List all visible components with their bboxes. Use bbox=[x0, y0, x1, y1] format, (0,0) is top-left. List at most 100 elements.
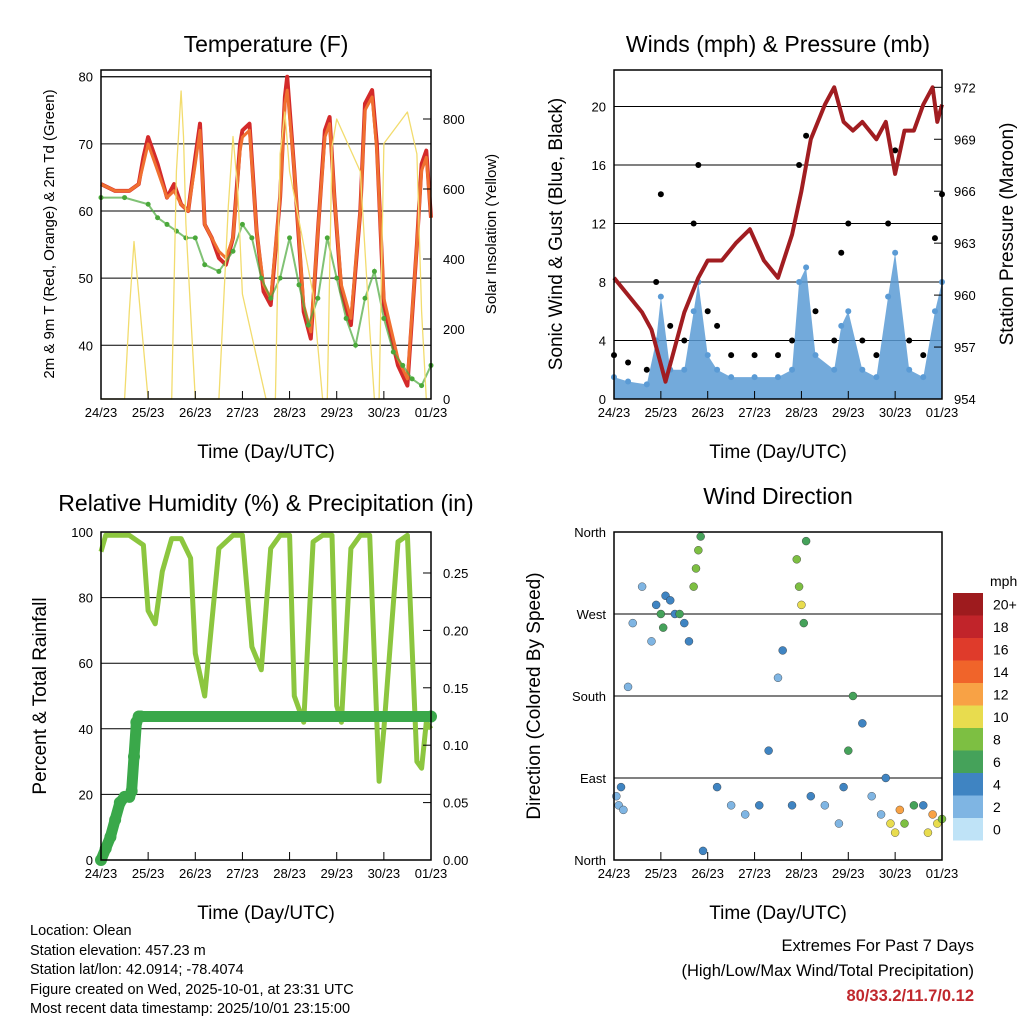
x-tick-label: 30/23 bbox=[368, 405, 401, 420]
wind-point bbox=[931, 308, 938, 315]
legend-swatch bbox=[953, 750, 983, 773]
rainfall-point bbox=[125, 785, 138, 798]
gust-point bbox=[885, 220, 892, 227]
direction-point bbox=[839, 782, 848, 792]
y-tick-label: 12 bbox=[592, 217, 606, 232]
direction-point bbox=[890, 828, 900, 837]
direction-point bbox=[787, 801, 797, 810]
direction-point bbox=[616, 782, 626, 792]
temperature-series bbox=[98, 74, 434, 400]
y-tick-label: 4 bbox=[599, 334, 606, 349]
legend-title: mph bbox=[990, 573, 1017, 589]
x-tick-label: 30/23 bbox=[368, 866, 401, 881]
y-tick-label: 60 bbox=[79, 656, 93, 671]
x-tick-label: 28/23 bbox=[785, 405, 818, 420]
direction-point bbox=[919, 801, 928, 810]
y-tick-label: 20 bbox=[79, 787, 93, 802]
gust-point bbox=[695, 162, 702, 169]
gust-point bbox=[751, 352, 758, 359]
y-right-tick-label: 600 bbox=[443, 182, 465, 197]
wind-point bbox=[812, 352, 819, 359]
x-tick-label: 30/23 bbox=[879, 866, 912, 881]
y-tick-label: 8 bbox=[599, 275, 606, 290]
rainfall-point bbox=[128, 750, 140, 763]
temperature-xlabel: Time (Day/UTC) bbox=[197, 442, 335, 463]
y-tick-label: 100 bbox=[71, 525, 93, 540]
9m-t-line bbox=[100, 88, 433, 381]
direction-point bbox=[666, 596, 675, 605]
direction-point bbox=[659, 623, 668, 632]
direction-point bbox=[797, 600, 806, 610]
direction-panel: Wind Direction 24/23 25/23 26/23 27/23 28/23… bbox=[524, 483, 1017, 924]
temperature-ticks: 24/23 25/23 26/23 27/23 28/23 29/23 30/23 01/23… bbox=[79, 70, 465, 420]
extremes-subtitle: (High/Low/Max Wind/Total Precipitation) bbox=[681, 962, 974, 980]
direction-point bbox=[923, 828, 933, 837]
direction-point bbox=[680, 618, 689, 628]
x-tick-label: 27/23 bbox=[738, 866, 771, 881]
y-right-tick-label: 0.15 bbox=[443, 681, 468, 696]
direction-point bbox=[909, 801, 919, 810]
gust-point bbox=[873, 352, 880, 359]
direction-point bbox=[895, 805, 905, 815]
rainfall-point bbox=[109, 813, 122, 826]
gust-point bbox=[681, 337, 688, 344]
gust-point bbox=[859, 337, 866, 344]
temperature-frame bbox=[100, 69, 432, 400]
temperature-ylabel-right: Solar Insolation (Yellow) bbox=[483, 154, 500, 314]
legend-swatch bbox=[953, 705, 983, 728]
temperature-ylabel: 2m & 9m T (Red, Orange) & 2m Td (Green) bbox=[41, 89, 58, 378]
extremes-title: Extremes For Past 7 Days bbox=[781, 937, 974, 955]
winds-ticks: 24/23 25/23 26/23 27/23 28/23 29/23 30/23 01/23… bbox=[592, 80, 976, 420]
gust-point bbox=[690, 220, 697, 227]
y-right-tick-label: 957 bbox=[954, 340, 976, 355]
x-tick-label: 25/23 bbox=[645, 866, 678, 881]
x-tick-label: 29/23 bbox=[320, 866, 353, 881]
y-right-tick-label: 0.05 bbox=[443, 796, 468, 811]
y-right-tick-label: 0.20 bbox=[443, 623, 468, 638]
legend-label: 2 bbox=[993, 799, 1001, 815]
wind-point bbox=[906, 366, 913, 373]
y-right-tick-label: 966 bbox=[954, 184, 976, 199]
humidity-series bbox=[95, 532, 437, 866]
winds-xlabel: Time (Day/UTC) bbox=[709, 442, 847, 463]
humidity-title: Relative Humidity (%) & Precipitation (i… bbox=[58, 490, 473, 516]
wind-point bbox=[796, 279, 803, 286]
legend-label: 8 bbox=[993, 731, 1001, 747]
direction-xlabel: Time (Day/UTC) bbox=[709, 903, 847, 924]
x-tick-label: 01/23 bbox=[926, 405, 959, 420]
gust-point bbox=[812, 308, 819, 315]
y-tick-label: 0 bbox=[599, 392, 606, 407]
legend-label: 20+ bbox=[993, 596, 1017, 612]
latlon-text: Station lat/lon: 42.0914; -78.4074 bbox=[30, 962, 244, 978]
y-right-tick-label: 400 bbox=[443, 252, 465, 267]
direction-point bbox=[623, 682, 633, 692]
wind-point bbox=[885, 293, 892, 300]
direction-point bbox=[694, 546, 703, 555]
legend-label: 10 bbox=[993, 709, 1009, 725]
wind-point bbox=[831, 366, 838, 373]
direction-point bbox=[794, 582, 804, 591]
x-tick-label: 24/23 bbox=[598, 866, 631, 881]
gust-point bbox=[803, 132, 810, 139]
x-tick-label: 27/23 bbox=[226, 866, 259, 881]
y-right-tick-label: 972 bbox=[954, 80, 976, 95]
x-tick-label: 26/23 bbox=[179, 405, 212, 420]
winds-series bbox=[611, 85, 945, 399]
y-tick-label: East bbox=[580, 771, 606, 786]
temperature-panel: Temperature (F) 24/23 25/23 26/23 27/23 28/2… bbox=[41, 31, 500, 463]
wind-point bbox=[704, 352, 711, 359]
direction-point bbox=[637, 582, 647, 591]
x-tick-label: 25/23 bbox=[132, 405, 165, 420]
direction-point bbox=[858, 719, 867, 728]
wind-point bbox=[625, 378, 632, 385]
wind-point bbox=[920, 374, 927, 381]
y-tick-label: 60 bbox=[79, 204, 93, 219]
direction-point bbox=[900, 819, 909, 828]
wind-point bbox=[838, 322, 845, 329]
direction-point bbox=[806, 792, 815, 801]
legend-swatch bbox=[953, 773, 983, 796]
humidity-line bbox=[98, 532, 434, 784]
y-right-tick-label: 0.10 bbox=[443, 738, 468, 753]
wind-point bbox=[892, 249, 899, 256]
x-tick-label: 27/23 bbox=[226, 405, 259, 420]
